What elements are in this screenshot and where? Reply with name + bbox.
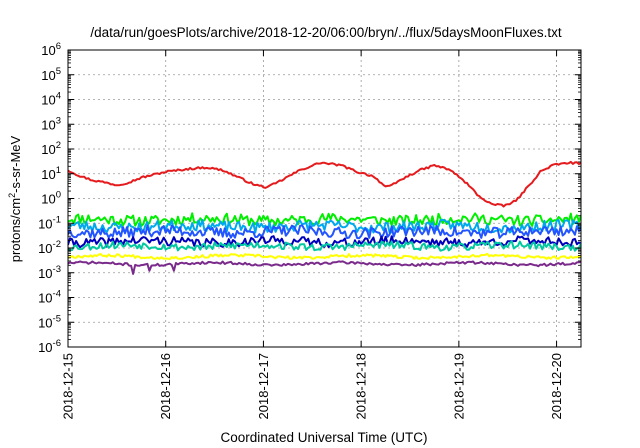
y-tick-label: 106 [41, 41, 61, 58]
x-tick-label: 2018-12-18 [354, 353, 369, 420]
y-axis-label-superscript: 2 [7, 193, 17, 198]
y-axis-label-part: protons/cm [8, 198, 23, 262]
series-line-4 [68, 224, 581, 240]
series-line-1 [68, 160, 581, 208]
x-tick-label: 2018-12-20 [549, 353, 564, 420]
series-line-3 [68, 218, 581, 234]
grid [68, 50, 581, 347]
y-tick-label: 10-3 [38, 264, 61, 281]
x-axis-label: Coordinated Universal Time (UTC) [220, 430, 427, 445]
chart-title: /data/run/goesPlots/archive/2018-12-20/0… [90, 25, 562, 40]
y-axis-label-part: -s-sr-MeV [8, 135, 23, 192]
y-tick-label: 101 [41, 165, 61, 182]
series-line-7 [68, 252, 581, 261]
x-tick-label: 2018-12-17 [256, 353, 271, 420]
y-axis-label: protons/cm2-s-sr-MeV [7, 135, 23, 262]
series-layer [68, 160, 581, 275]
y-tick-label: 102 [41, 140, 61, 157]
y-tick-label: 10-4 [38, 289, 61, 306]
series-line-6 [68, 240, 581, 252]
y-tick-label: 10-1 [38, 214, 61, 231]
y-tick-label: 10-5 [38, 313, 61, 330]
y-tick-label: 103 [41, 115, 61, 132]
y-tick-label: 104 [41, 91, 61, 108]
x-tick-label: 2018-12-16 [158, 353, 173, 420]
x-tick-label: 2018-12-19 [451, 353, 466, 420]
series-line-2 [68, 212, 581, 227]
series-line-8 [68, 260, 581, 275]
y-tick-labels: 10-6 10-5 10-4 10-3 10-2 10-1 100 101 102 103 104 1… [38, 41, 61, 355]
y-tick-label: 105 [41, 66, 61, 83]
tick-marks [67, 49, 581, 348]
y-tick-label: 100 [41, 190, 61, 207]
x-tick-label: 2018-12-15 [61, 353, 76, 420]
y-tick-label: 10-2 [38, 239, 61, 256]
y-tick-label: 10-6 [38, 338, 61, 355]
x-tick-labels: 2018-12-15 2018-12-16 2018-12-17 2018-12-18… [61, 353, 565, 420]
